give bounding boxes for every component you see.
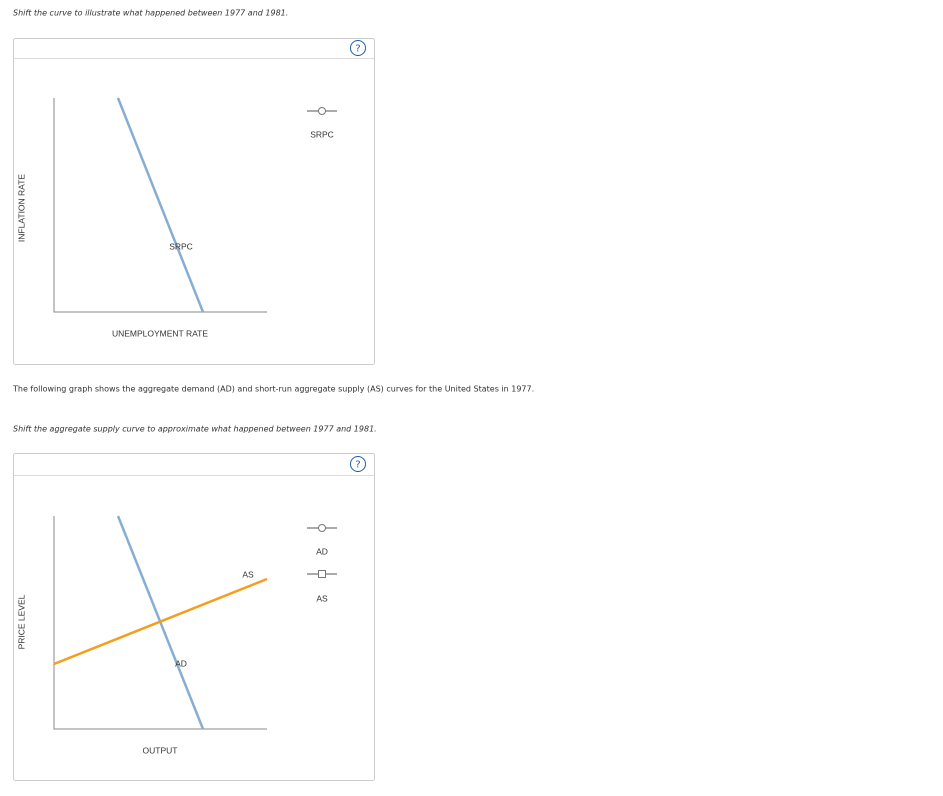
axes: [53, 98, 267, 313]
x-axis-label: OUTPUT: [143, 745, 178, 755]
graph-panel: [13, 38, 375, 365]
help-button[interactable]: [350, 456, 366, 472]
instruction: Shift the curve to illustrate what happe…: [13, 9, 288, 18]
curve-label: SRPC: [169, 241, 193, 251]
tool-label[interactable]: AS: [316, 593, 328, 603]
instruction: Shift the aggregate supply curve to appr…: [13, 425, 377, 434]
y-axis-label: PRICE LEVEL: [16, 594, 26, 649]
curve-label: AD: [175, 658, 187, 668]
srpc-curve[interactable]: [116, 97, 205, 313]
curve-label: AS: [242, 569, 254, 579]
tool-marker[interactable]: [318, 570, 326, 578]
as-curve[interactable]: [53, 577, 268, 666]
graph-panel: [13, 453, 375, 781]
help-icon[interactable]: ?: [355, 460, 360, 471]
tool-marker[interactable]: [318, 524, 326, 532]
help-icon[interactable]: ?: [355, 44, 360, 55]
x-axis-label: UNEMPLOYMENT RATE: [112, 328, 208, 338]
y-axis-label: INFLATION RATE: [16, 174, 26, 242]
tool-label[interactable]: AD: [316, 546, 328, 556]
paragraph: The following graph shows the aggregate …: [12, 385, 534, 394]
help-button[interactable]: [350, 40, 366, 56]
tool-marker[interactable]: [318, 107, 326, 115]
tool-label[interactable]: SRPC: [310, 129, 334, 139]
axes: [53, 516, 267, 730]
